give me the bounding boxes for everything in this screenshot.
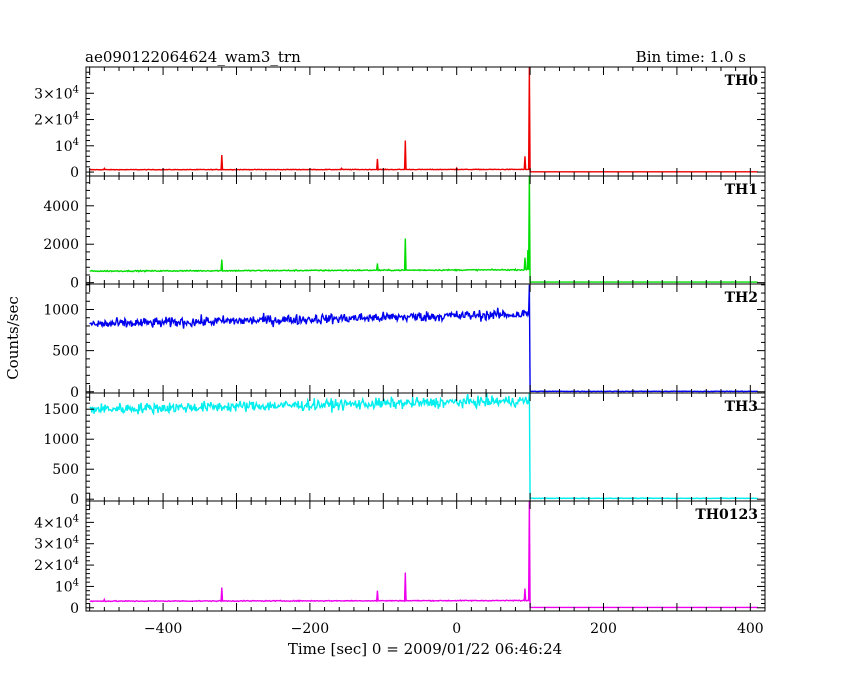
panel-frame [85, 283, 766, 394]
x-axis-label: Time [sec] 0 = 2009/01/22 06:46:24 [288, 640, 562, 658]
panel-frame [85, 500, 766, 612]
y-tick-label: 2×104 [34, 556, 79, 574]
y-tick-label: 0 [70, 601, 79, 617]
panel-label-th2: TH2 [725, 290, 758, 306]
panel-th3: 0 500 1000 1500 TH3 [43, 392, 766, 508]
panel-label-th0123: TH0123 [695, 507, 758, 523]
y-tick-label: 3×104 [34, 535, 79, 553]
y-tick-label: 0 [70, 165, 79, 181]
y-tick-label: 104 [55, 137, 79, 155]
y-tick-label: 3×104 [34, 84, 79, 102]
panel-frame [85, 392, 766, 502]
x-tick-label: −400 [144, 621, 182, 637]
y-tick-label: 4×104 [34, 513, 79, 531]
panels-group: 01042×1043×104TH0020004000TH105001000TH2… [34, 66, 766, 637]
y-tick-label: 500 [52, 344, 79, 360]
series-line-th0 [89, 67, 758, 173]
y-tick-label: 0 [70, 492, 79, 508]
y-tick-label: 0 [70, 385, 79, 401]
panel-frame [85, 66, 766, 177]
series-line-th1 [89, 176, 758, 283]
panel-frame [85, 175, 766, 285]
panel-th0123: 0 104 2×104 3×104 4×104 TH0123 [34, 500, 766, 617]
x-tick-label: 200 [590, 621, 617, 637]
y-tick-label: 1000 [43, 303, 79, 319]
panel-label-th1: TH1 [725, 182, 758, 198]
series-line-th3 [89, 393, 758, 500]
y-axis-label: Counts/sec [4, 296, 22, 380]
x-tick-label: 400 [737, 621, 764, 637]
bin-time-label: Bin time: 1.0 s [636, 48, 746, 66]
y-tick-label: 1000 [43, 432, 79, 448]
x-tick-label: 0 [452, 621, 461, 637]
series-line-th2 [89, 284, 758, 393]
y-tick-label: 0 [70, 276, 79, 292]
panel-th2: 0 500 1000 TH2 [43, 283, 766, 401]
panel-th1: 0 2000 4000 TH1 [43, 175, 766, 292]
y-tick-label: 2×104 [34, 111, 79, 129]
panel-label-th3: TH3 [725, 399, 758, 415]
x-tick-label: −200 [291, 621, 329, 637]
plot-title: ae090122064624_wam3_trn [85, 48, 301, 66]
panel-label-th0: TH0 [725, 73, 759, 89]
y-tick-label: 1500 [43, 402, 79, 418]
y-tick-label: 2000 [43, 237, 79, 253]
series-line-th0123 [89, 501, 758, 609]
y-tick-label: 500 [52, 462, 79, 478]
y-tick-label: 4000 [43, 199, 79, 215]
y-tick-label: 104 [55, 577, 79, 595]
panel-th0: 0 104 2×104 3×104 TH0 [34, 66, 766, 181]
